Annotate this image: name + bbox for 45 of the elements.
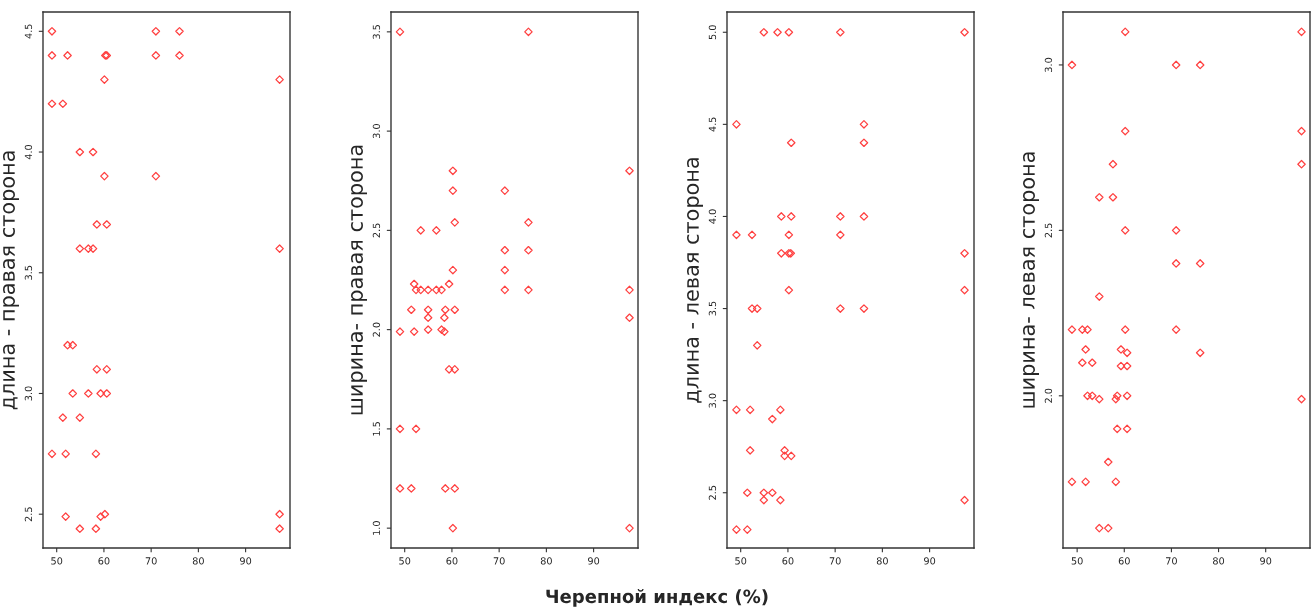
- y-tick-label: 3.5: [372, 24, 381, 39]
- x-tick-label: 90: [588, 557, 600, 565]
- x-tick-label: 90: [924, 557, 936, 565]
- y-tick-label: 2.5: [372, 223, 381, 238]
- y-tick-label: 3.0: [24, 386, 33, 401]
- y-tick-label: 2.0: [1044, 388, 1053, 403]
- y-tick-label: 4.5: [708, 117, 717, 132]
- x-tick-label: 50: [735, 557, 747, 565]
- y-tick-label: 2.5: [1044, 223, 1053, 238]
- y-tick-label: 2.0: [372, 322, 381, 337]
- y-tick-label: 2.5: [24, 507, 33, 522]
- x-tick-label: 70: [1166, 557, 1177, 565]
- x-tick-label: 80: [1213, 557, 1225, 565]
- y-tick-label: 4.0: [24, 144, 33, 160]
- y-tick-label: 2.5: [708, 485, 717, 500]
- y-tick-label: 3.0: [708, 393, 717, 408]
- x-tick-label: 90: [1260, 557, 1272, 565]
- x-tick-label: 60: [782, 557, 794, 565]
- x-tick-label: 50: [1071, 557, 1083, 565]
- x-tick-label: 50: [51, 557, 63, 565]
- y-tick-label: 3.5: [24, 265, 33, 280]
- x-tick-label: 80: [876, 557, 888, 565]
- x-tick-label: 80: [540, 557, 552, 565]
- y-axis-title: длина - левая сторона: [687, 158, 704, 403]
- x-tick-label: 70: [829, 557, 841, 565]
- y-tick-label: 5.0: [708, 25, 717, 40]
- y-tick-label: 4.5: [24, 24, 33, 39]
- x-tick-label: 70: [493, 557, 505, 565]
- y-axis-title: ширина- правая сторона: [351, 145, 368, 415]
- x-tick-label: 50: [399, 557, 411, 565]
- y-axis-title: ширина- левая сторона: [1023, 152, 1040, 408]
- x-tick-label: 70: [145, 557, 157, 565]
- x-axis-title: Черепной индекс (%): [546, 589, 768, 607]
- y-axis-title: длина - правая сторона: [3, 151, 20, 410]
- x-tick-label: 60: [1118, 557, 1130, 565]
- y-tick-label: 3.0: [372, 124, 381, 139]
- y-tick-label: 3.5: [708, 301, 717, 316]
- y-tick-label: 1.5: [372, 422, 381, 436]
- x-tick-label: 60: [446, 557, 458, 565]
- x-tick-label: 60: [98, 557, 110, 565]
- y-tick-label: 3.0: [1044, 57, 1053, 72]
- x-tick-label: 80: [192, 557, 204, 565]
- y-tick-label: 4.0: [708, 209, 717, 224]
- x-tick-label: 90: [240, 557, 252, 565]
- y-tick-label: 1.0: [372, 521, 381, 535]
